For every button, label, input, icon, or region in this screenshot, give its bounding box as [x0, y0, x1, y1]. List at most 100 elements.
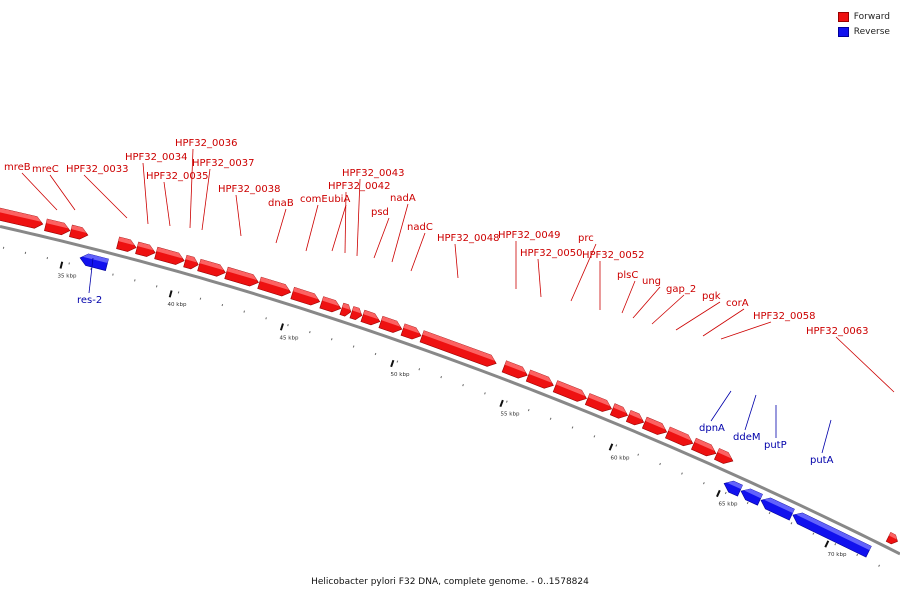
forward-gene-arrow[interactable]: [552, 380, 587, 402]
forward-gene-label[interactable]: HPF32_0048: [437, 233, 499, 244]
forward-gene-label[interactable]: HPF32_0034: [125, 152, 187, 163]
leader-line: [702, 308, 745, 337]
forward-gene-arrow[interactable]: [501, 360, 528, 379]
forward-gene-arrow[interactable]: [197, 258, 226, 277]
forward-gene-arrow[interactable]: [69, 224, 89, 240]
forward-gene-arrow[interactable]: [691, 437, 717, 457]
forward-gene-arrow[interactable]: [224, 266, 259, 287]
leader-line: [835, 336, 895, 393]
minor-tick: [506, 400, 508, 403]
tick-label: 60 kbp: [611, 455, 630, 461]
forward-gene-arrow[interactable]: [257, 276, 292, 297]
forward-gene-arrow[interactable]: [714, 448, 734, 464]
label-leader-lines: [21, 148, 895, 454]
forward-gene-label[interactable]: plsC: [617, 270, 638, 281]
forward-gene-arrow[interactable]: [349, 306, 363, 321]
forward-gene-arrow[interactable]: [360, 309, 381, 326]
forward-gene-arrow[interactable]: [154, 246, 185, 265]
minor-tick: [484, 392, 486, 395]
reverse-gene-arrow[interactable]: [740, 488, 763, 506]
forward-gene-arrow[interactable]: [609, 403, 629, 419]
reverse-gene-arrow[interactable]: [723, 480, 743, 497]
reverse-gene-arrow[interactable]: [79, 253, 109, 271]
forward-gene-arrow[interactable]: [885, 531, 898, 545]
minor-tick: [681, 472, 683, 475]
forward-gene-label[interactable]: HPF32_0043: [342, 168, 404, 179]
forward-gene-label[interactable]: ubiA: [328, 194, 350, 205]
forward-gene-label[interactable]: psd: [371, 207, 389, 218]
forward-gene-label[interactable]: prc: [578, 233, 594, 244]
minor-tick: [878, 564, 880, 567]
forward-gene-label[interactable]: HPF32_0035: [146, 171, 208, 182]
reverse-gene-arrow[interactable]: [760, 497, 795, 521]
forward-gene-arrow[interactable]: [290, 286, 321, 306]
forward-gene-arrow[interactable]: [525, 369, 554, 389]
forward-gene-arrow[interactable]: [641, 416, 668, 435]
reverse-gene-label[interactable]: dpnA: [699, 423, 725, 434]
genome-backbone: [0, 225, 900, 556]
forward-gene-arrow[interactable]: [0, 207, 44, 229]
forward-gene-label[interactable]: HPF32_0036: [175, 138, 237, 149]
forward-gene-arrow[interactable]: [400, 323, 422, 340]
forward-gene-arrow[interactable]: [319, 296, 342, 313]
forward-gene-label[interactable]: HPF32_0050: [520, 248, 582, 259]
forward-gene-label[interactable]: HPF32_0038: [218, 184, 280, 195]
minor-tick: [746, 501, 749, 505]
forward-gene-arrow[interactable]: [183, 254, 199, 270]
forward-gene-label[interactable]: ung: [642, 276, 661, 287]
reverse-gene-label[interactable]: putA: [810, 455, 834, 466]
forward-gene-arrow[interactable]: [135, 241, 156, 257]
forward-gene-label[interactable]: HPF32_0052: [582, 250, 644, 261]
leader-line: [356, 178, 361, 257]
forward-gene-label[interactable]: dnaB: [268, 198, 294, 209]
minor-tick: [418, 368, 421, 371]
forward-gene-label[interactable]: nadC: [407, 222, 433, 233]
forward-gene-arrow[interactable]: [44, 218, 71, 236]
forward-gene-arrow[interactable]: [116, 236, 137, 252]
forward-gene-label[interactable]: comE: [300, 194, 328, 205]
forward-gene-label[interactable]: corA: [726, 298, 749, 309]
forward-swatch: [837, 11, 849, 22]
forward-gene-arrow[interactable]: [665, 426, 694, 447]
major-tick: [716, 489, 721, 498]
reverse-gene-label[interactable]: res-2: [77, 295, 102, 306]
forward-gene-label[interactable]: HPF32_0058: [753, 311, 815, 322]
minor-tick: [462, 384, 464, 387]
forward-gene-label[interactable]: mreB: [4, 162, 31, 173]
reverse-genes: [79, 253, 872, 558]
reverse-gene-label[interactable]: ddeM: [733, 432, 760, 443]
forward-gene-arrow[interactable]: [625, 410, 645, 426]
minor-tick: [615, 444, 618, 447]
leader-line: [410, 232, 426, 272]
forward-gene-label[interactable]: pgk: [702, 291, 721, 302]
forward-gene-label[interactable]: HPF32_0063: [806, 326, 868, 337]
forward-gene-label[interactable]: gap_2: [666, 284, 696, 295]
tick-label: 70 kbp: [828, 552, 847, 558]
leader-line: [821, 419, 832, 454]
leader-line: [570, 243, 597, 302]
forward-gene-arrow[interactable]: [584, 393, 613, 412]
minor-tick: [571, 426, 574, 429]
minor-tick: [768, 511, 771, 515]
forward-gene-label[interactable]: HPF32_0037: [192, 158, 254, 169]
forward-gene-label[interactable]: HPF32_0033: [66, 164, 128, 175]
forward-gene-arrow[interactable]: [339, 302, 352, 317]
leader-line: [201, 168, 211, 231]
reverse-gene-label[interactable]: putP: [764, 440, 787, 451]
leader-line: [21, 172, 58, 211]
forward-gene-label[interactable]: mreC: [32, 164, 59, 175]
legend-item-forward: Forward: [837, 9, 890, 24]
leader-line: [720, 321, 772, 340]
forward-gene-label[interactable]: HPF32_0049: [498, 230, 560, 241]
forward-gene-arrow[interactable]: [378, 315, 403, 333]
forward-gene-label[interactable]: nadA: [390, 193, 416, 204]
leader-line: [235, 194, 242, 237]
forward-gene-arrow[interactable]: [419, 330, 497, 367]
reverse-gene-arrow[interactable]: [792, 512, 872, 558]
leader-line: [83, 174, 128, 219]
major-tick: [168, 290, 173, 298]
tick-label: 45 kbp: [280, 335, 299, 341]
forward-gene-label[interactable]: HPF32_0042: [328, 181, 390, 192]
leader-line: [189, 148, 194, 229]
